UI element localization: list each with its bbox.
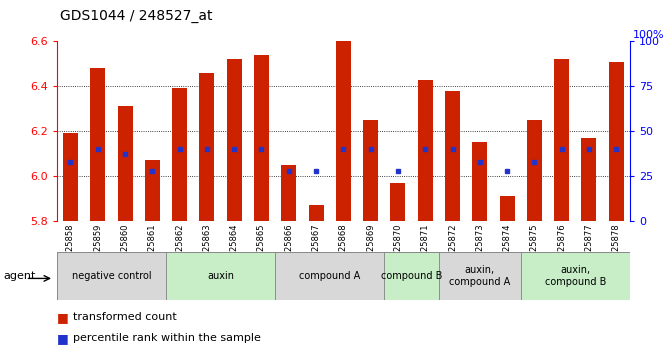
Bar [309, 205, 323, 221]
Text: negative control: negative control [71, 271, 151, 281]
Text: 100%: 100% [633, 30, 665, 40]
Bar [472, 142, 488, 221]
Bar [281, 165, 297, 221]
Bar [172, 88, 187, 221]
Bar [554, 59, 569, 221]
Text: ■: ■ [57, 311, 69, 324]
Bar [390, 183, 405, 221]
Bar [609, 61, 624, 221]
Bar [63, 133, 78, 221]
Bar [166, 252, 275, 300]
Text: compound B: compound B [381, 271, 442, 281]
Text: auxin,
compound B: auxin, compound B [544, 265, 606, 287]
Text: transformed count: transformed count [73, 313, 177, 322]
Text: auxin: auxin [207, 271, 234, 281]
Bar [500, 196, 514, 221]
Bar [226, 59, 242, 221]
Text: GDS1044 / 248527_at: GDS1044 / 248527_at [60, 9, 212, 23]
Bar [118, 106, 132, 221]
Bar [439, 252, 521, 300]
Text: compound A: compound A [299, 271, 360, 281]
Bar [363, 120, 378, 221]
Bar [57, 252, 166, 300]
Bar [275, 252, 384, 300]
Bar [90, 68, 106, 221]
Bar [418, 79, 433, 221]
Text: auxin,
compound A: auxin, compound A [449, 265, 510, 287]
Text: agent: agent [3, 271, 35, 281]
Bar [445, 91, 460, 221]
Bar [254, 55, 269, 221]
Bar [145, 160, 160, 221]
Bar [384, 252, 439, 300]
Bar [581, 138, 597, 221]
Bar [336, 41, 351, 221]
Bar [521, 252, 630, 300]
Text: percentile rank within the sample: percentile rank within the sample [73, 333, 261, 343]
Bar [199, 73, 214, 221]
Text: ■: ■ [57, 332, 69, 345]
Bar [527, 120, 542, 221]
